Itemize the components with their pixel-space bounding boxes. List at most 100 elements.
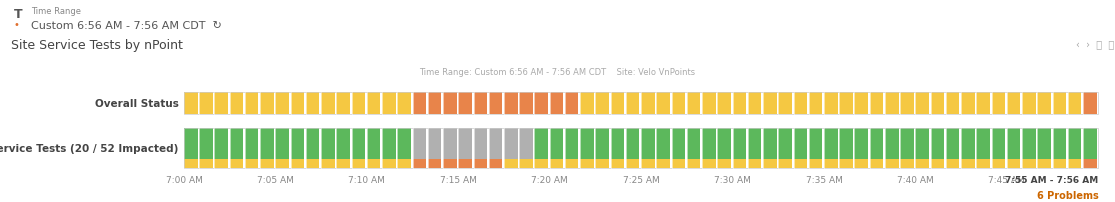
Bar bbox=[1007, 93, 1020, 115]
Text: T: T bbox=[13, 8, 22, 21]
Bar bbox=[641, 128, 655, 160]
Bar bbox=[351, 93, 366, 115]
Bar bbox=[657, 160, 670, 168]
Bar bbox=[534, 93, 547, 115]
Bar bbox=[1007, 160, 1020, 168]
Bar bbox=[931, 160, 944, 168]
Bar bbox=[245, 128, 259, 160]
Bar bbox=[504, 93, 517, 115]
Bar bbox=[840, 160, 853, 168]
Bar bbox=[778, 93, 792, 115]
Bar bbox=[641, 160, 655, 168]
Bar bbox=[748, 128, 762, 160]
Bar bbox=[245, 160, 259, 168]
Bar bbox=[565, 93, 579, 115]
Bar bbox=[291, 160, 304, 168]
Bar bbox=[382, 128, 396, 160]
Bar bbox=[717, 160, 731, 168]
Bar bbox=[474, 128, 487, 160]
Bar bbox=[671, 160, 685, 168]
Bar bbox=[565, 160, 579, 168]
Bar bbox=[702, 128, 716, 160]
Text: •: • bbox=[13, 19, 19, 29]
Text: 7:45 AM: 7:45 AM bbox=[989, 175, 1025, 184]
Text: Custom 6:56 AM - 7:56 AM CDT  ↻: Custom 6:56 AM - 7:56 AM CDT ↻ bbox=[31, 21, 222, 31]
Bar bbox=[991, 128, 1006, 160]
Bar bbox=[1037, 93, 1050, 115]
Bar bbox=[794, 93, 807, 115]
Bar bbox=[915, 160, 929, 168]
Bar bbox=[351, 160, 366, 168]
Bar bbox=[397, 160, 410, 168]
Bar bbox=[854, 160, 867, 168]
Bar bbox=[931, 128, 944, 160]
Bar bbox=[580, 128, 593, 160]
Bar bbox=[808, 160, 822, 168]
Bar bbox=[291, 128, 304, 160]
Bar bbox=[214, 93, 227, 115]
Bar bbox=[991, 93, 1006, 115]
Bar bbox=[397, 128, 410, 160]
Bar bbox=[977, 93, 990, 115]
Bar bbox=[565, 128, 579, 160]
Bar bbox=[1083, 128, 1096, 160]
Bar bbox=[291, 93, 304, 115]
Bar bbox=[595, 128, 609, 160]
Bar bbox=[458, 160, 472, 168]
Bar bbox=[763, 128, 776, 160]
Bar bbox=[977, 128, 990, 160]
Bar bbox=[915, 128, 929, 160]
Bar bbox=[900, 93, 914, 115]
Bar bbox=[474, 93, 487, 115]
Bar bbox=[794, 160, 807, 168]
Bar bbox=[687, 128, 700, 160]
Bar bbox=[961, 93, 975, 115]
Bar bbox=[367, 93, 380, 115]
Bar bbox=[1022, 128, 1036, 160]
Bar bbox=[595, 93, 609, 115]
Bar bbox=[671, 128, 685, 160]
Bar bbox=[946, 128, 959, 160]
Bar bbox=[550, 128, 563, 160]
Bar bbox=[870, 93, 883, 115]
Bar bbox=[351, 128, 366, 160]
Text: Time Range: Custom 6:56 AM - 7:56 AM CDT    Site: Velo VnPoints: Time Range: Custom 6:56 AM - 7:56 AM CDT… bbox=[419, 67, 696, 76]
Bar bbox=[778, 160, 792, 168]
Bar bbox=[961, 128, 975, 160]
Bar bbox=[321, 160, 334, 168]
Bar bbox=[321, 93, 334, 115]
Text: 7:35 AM: 7:35 AM bbox=[805, 175, 843, 184]
Bar bbox=[458, 128, 472, 160]
Bar bbox=[1083, 93, 1096, 115]
Bar bbox=[733, 93, 746, 115]
Bar bbox=[488, 128, 502, 160]
Bar bbox=[580, 160, 593, 168]
Bar bbox=[520, 128, 533, 160]
Bar bbox=[808, 93, 822, 115]
Bar bbox=[504, 128, 517, 160]
Text: Time Range: Time Range bbox=[31, 7, 81, 16]
Bar bbox=[870, 160, 883, 168]
Bar bbox=[413, 93, 426, 115]
Bar bbox=[885, 160, 899, 168]
Bar bbox=[991, 160, 1006, 168]
Bar bbox=[763, 93, 776, 115]
Bar bbox=[1068, 93, 1082, 115]
Bar bbox=[321, 128, 334, 160]
Text: 7:05 AM: 7:05 AM bbox=[256, 175, 294, 184]
Bar bbox=[1053, 93, 1066, 115]
Bar bbox=[900, 160, 914, 168]
Bar bbox=[520, 160, 533, 168]
Bar bbox=[1007, 128, 1020, 160]
Bar bbox=[824, 128, 837, 160]
Bar bbox=[687, 160, 700, 168]
Text: 7:15 AM: 7:15 AM bbox=[439, 175, 477, 184]
Bar bbox=[778, 128, 792, 160]
Bar bbox=[428, 128, 442, 160]
Bar bbox=[458, 93, 472, 115]
Bar bbox=[200, 93, 213, 115]
Bar bbox=[840, 93, 853, 115]
Bar bbox=[230, 160, 243, 168]
Text: Service Tests (20 / 52 Impacted): Service Tests (20 / 52 Impacted) bbox=[0, 143, 178, 153]
Bar bbox=[260, 160, 274, 168]
